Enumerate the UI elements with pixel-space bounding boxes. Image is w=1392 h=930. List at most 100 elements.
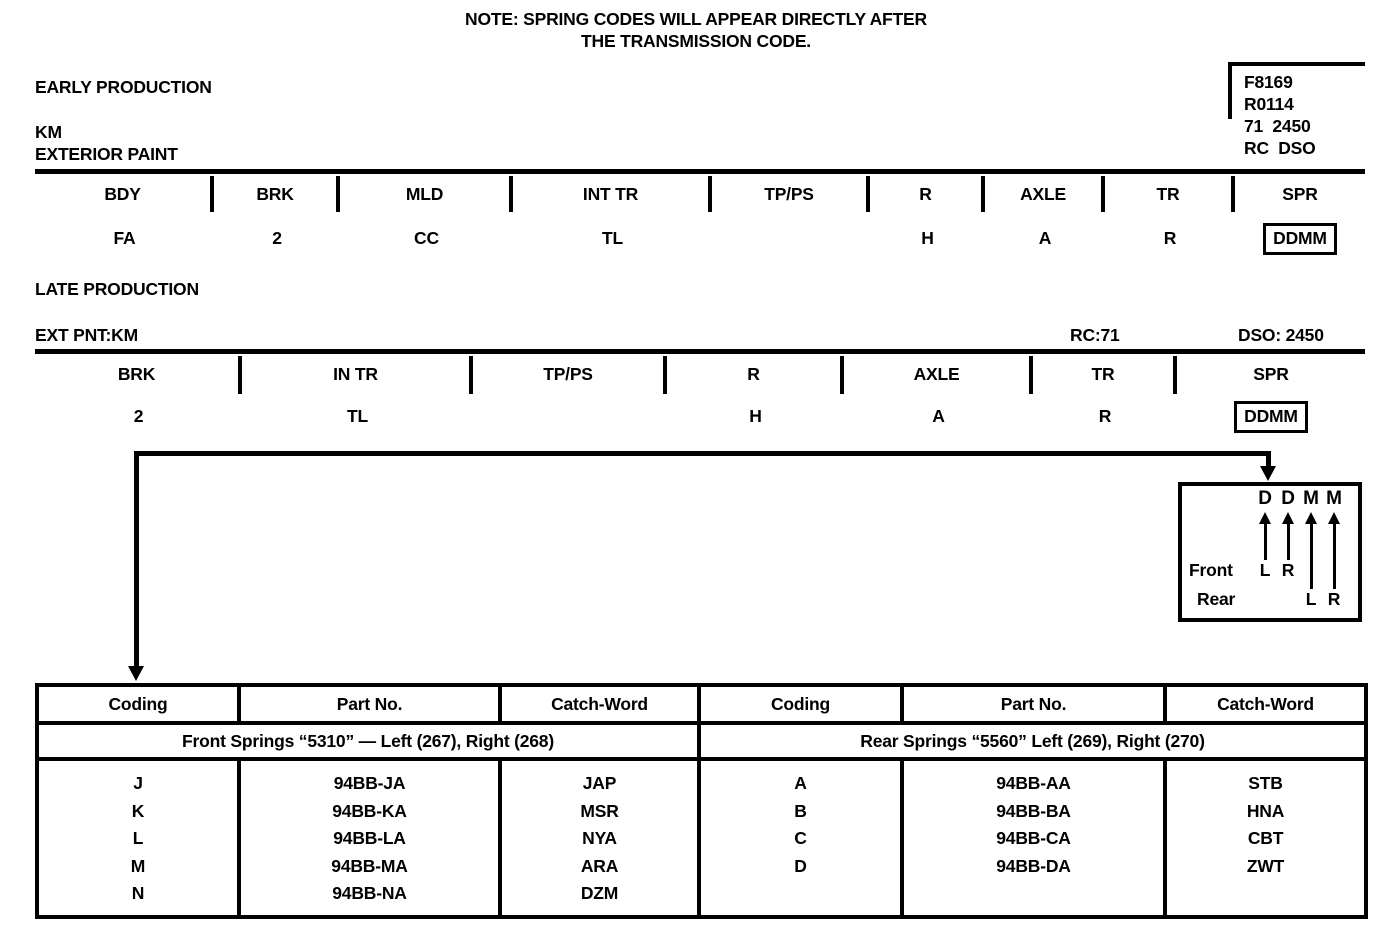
late-production-title: LATE PRODUCTION [35,279,199,299]
front-coding-header: Coding [35,683,241,725]
rear-coding-value: D [794,855,807,876]
arrow-up-icon [1305,512,1317,524]
legend-front-label: Front [1189,560,1233,580]
early-val-spr: DDMM [1235,220,1365,260]
spring-table-header-row: Coding Part No. Catch-Word Coding Part N… [35,683,1368,725]
stamp-line-4: RC DSO [1244,138,1316,158]
early-col-spr: SPR [1282,184,1318,204]
rear-coding-cell: A B C D [697,757,904,919]
early-val-brk: 2 [272,228,282,248]
stamp-left-border [1228,62,1232,119]
early-spring-code-box: DDMM [1263,223,1337,255]
arrow-down-icon [128,666,144,681]
stamp-line-2: R0114 [1244,94,1294,114]
legend-rear-left: L [1305,589,1317,609]
rear-partno-value: 94BB-BA [996,800,1071,821]
front-catchword-value: DZM [580,883,619,903]
front-coding-value: M [130,855,146,876]
rear-partno-value: 94BB-AA [996,773,1071,793]
legend-letter-d1: D [1258,488,1272,509]
late-table-top-rule [35,349,1365,354]
arrow-up-icon [1282,512,1294,524]
front-catchword-value: NYA [582,828,617,848]
front-partno-value: 94BB-NA [332,883,407,903]
connector-left-vertical-line [134,451,139,666]
front-partno-value: 94BB-MA [331,855,408,876]
arrow-down-icon [1260,466,1276,481]
late-table-header-row: BRK IN TR TP/PS R AXLE TR SPR [35,356,1365,394]
stamp-line-1: F8169 [1244,72,1293,92]
spring-table-subheader-row: Front Springs “5310” — Left (267), Right… [35,721,1368,761]
front-partno-header: Part No. [237,683,502,725]
front-catchword-cell: JAP MSR NYA ARA DZM [498,757,701,919]
early-table-value-row: FA 2 CC TL H A R DDMM [35,220,1365,260]
early-table-header-row: BDY BRK MLD INT TR TP/PS R AXLE TR SPR [35,176,1365,212]
note-line-2: THE TRANSMISSION CODE. [581,31,811,51]
legend-front-left: L [1259,560,1271,580]
arrow-stem [1332,523,1336,589]
legend-rear-right: R [1327,589,1341,609]
early-val-inttr: TL [602,228,623,248]
late-col-intr: IN TR [242,356,473,394]
rear-catchword-value: HNA [1246,800,1285,821]
stamp-block: F8169 R0114 71 2450 RC DSO [1244,71,1316,159]
early-col-r: R [870,176,985,212]
front-coding-value: K [131,800,145,821]
arrow-stem [1286,523,1290,560]
late-col-spr: SPR [1253,364,1289,384]
legend-letter-d2: D [1281,488,1295,509]
stamp-top-border [1228,62,1365,66]
early-val-tr: R [1163,228,1177,248]
late-ext-pnt: EXT PNT:KM [35,325,139,345]
rear-partno-value: 94BB-DA [996,855,1071,876]
front-coding-value: L [132,828,144,848]
late-col-tpps: TP/PS [473,356,667,394]
front-catchword-value: ARA [580,855,619,876]
front-springs-title: Front Springs “5310” — Left (267), Right… [35,721,701,761]
late-spring-code-box: DDMM [1234,401,1308,433]
rear-catchword-header: Catch-Word [1163,683,1368,725]
early-paint-code: KM [35,122,62,142]
note-line-1: NOTE: SPRING CODES WILL APPEAR DIRECTLY … [465,9,927,29]
late-val-brk: 2 [133,406,144,426]
late-val-tr: R [1098,406,1112,426]
early-production-title: EARLY PRODUCTION [35,77,212,97]
early-val-bdy: FA [113,228,136,248]
front-catchword-value: MSR [580,800,619,821]
arrow-up-icon [1328,512,1340,524]
front-catchword-header: Catch-Word [498,683,701,725]
early-val-mld: CC [414,228,439,248]
front-partno-cell: 94BB-JA 94BB-KA 94BB-LA 94BB-MA 94BB-NA [237,757,502,919]
connector-right-vertical-line [1266,451,1271,467]
stamp-line-3: 71 2450 [1244,116,1311,136]
arrow-stem [1263,523,1267,560]
note: NOTE: SPRING CODES WILL APPEAR DIRECTLY … [0,8,1392,52]
arrow-stem [1309,523,1313,589]
rear-catchword-value: STB [1248,773,1283,793]
front-coding-value: N [131,883,145,903]
rear-catchword-value: ZWT [1246,855,1285,876]
late-col-brk: BRK [35,356,242,394]
front-partno-value: 94BB-LA [333,828,406,848]
early-col-axle: AXLE [985,176,1105,212]
late-val-axle: A [932,406,945,426]
front-catchword-value: JAP [582,773,617,793]
late-col-tr: TR [1033,356,1177,394]
legend-letter-m1: M [1303,488,1319,509]
front-coding-cell: J K L M N [35,757,241,919]
front-coding-value: J [133,773,143,793]
late-col-axle: AXLE [844,356,1033,394]
front-partno-value: 94BB-KA [332,800,407,821]
early-col-tpps: TP/PS [712,176,870,212]
early-paint-label: EXTERIOR PAINT [35,144,178,164]
early-table-top-rule [35,169,1365,174]
early-col-tr: TR [1105,176,1235,212]
rear-coding-value: C [794,828,807,848]
connector-horizontal-line [134,451,1271,456]
late-val-spr: DDMM [1177,398,1365,440]
rear-coding-header: Coding [697,683,904,725]
legend-letter-m2: M [1326,488,1342,509]
late-val-r: H [749,406,762,426]
early-val-r: H [921,228,934,248]
